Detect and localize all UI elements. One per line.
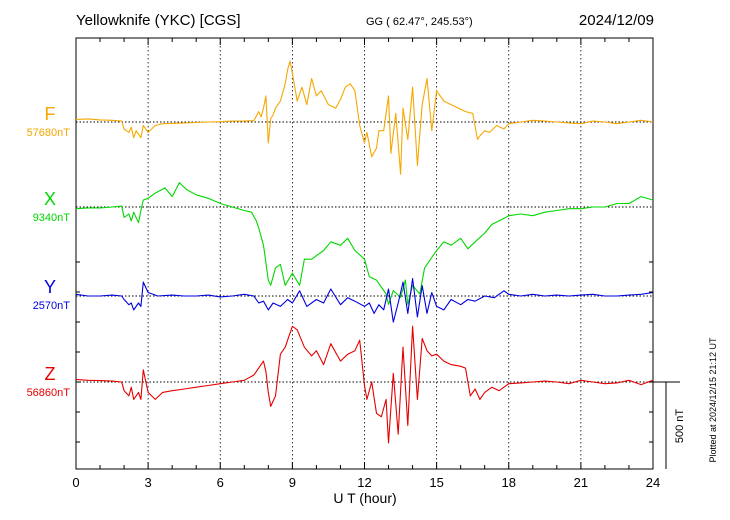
scale-bar: [653, 381, 680, 469]
series-labels: F 57680nT X 9340nT Y 2570nT Z 56860nT: [27, 104, 71, 399]
x-tick-label: 21: [574, 475, 588, 490]
x-axis-ticks: 0 3 6 9 12 15 18 21 24: [72, 38, 660, 490]
x-tick-label: 9: [289, 475, 296, 490]
series-line-y: [75, 278, 654, 323]
series-baseline-value-y: 2570nT: [33, 300, 71, 312]
grid-lines: [147, 38, 582, 469]
x-tick-label: 18: [502, 475, 516, 490]
station-title: Yellowknife (YKC) [CGS]: [76, 12, 241, 29]
coordinates-label: GG ( 62.47°, 245.53°): [366, 16, 473, 28]
series-name-y: Y: [44, 277, 56, 297]
x-axis-label: U T (hour): [333, 490, 396, 506]
x-tick-label: 15: [429, 475, 443, 490]
x-tick-label: 6: [217, 475, 224, 490]
series-line-x: [75, 182, 654, 305]
series-name-z: Z: [45, 364, 56, 384]
x-tick-label: 12: [357, 475, 371, 490]
series-lines: [75, 60, 654, 444]
scale-bar-label: 500 nT: [674, 409, 686, 444]
x-tick-label: 3: [145, 475, 152, 490]
series-baseline-value-x: 9340nT: [33, 212, 71, 224]
x-tick-label: 24: [646, 475, 660, 490]
series-name-f: F: [45, 104, 56, 124]
series-name-x: X: [44, 189, 56, 209]
x-tick-label: 0: [72, 475, 79, 490]
plotted-timestamp: Plotted at 2024/12/15 21:12 UT: [708, 337, 718, 463]
series-baseline-value-f: 57680nT: [27, 127, 71, 139]
series-baseline-value-z: 56860nT: [27, 387, 71, 399]
series-line-z: [75, 325, 654, 444]
series-line-f: [75, 60, 654, 175]
date-label: 2024/12/09: [579, 12, 654, 29]
